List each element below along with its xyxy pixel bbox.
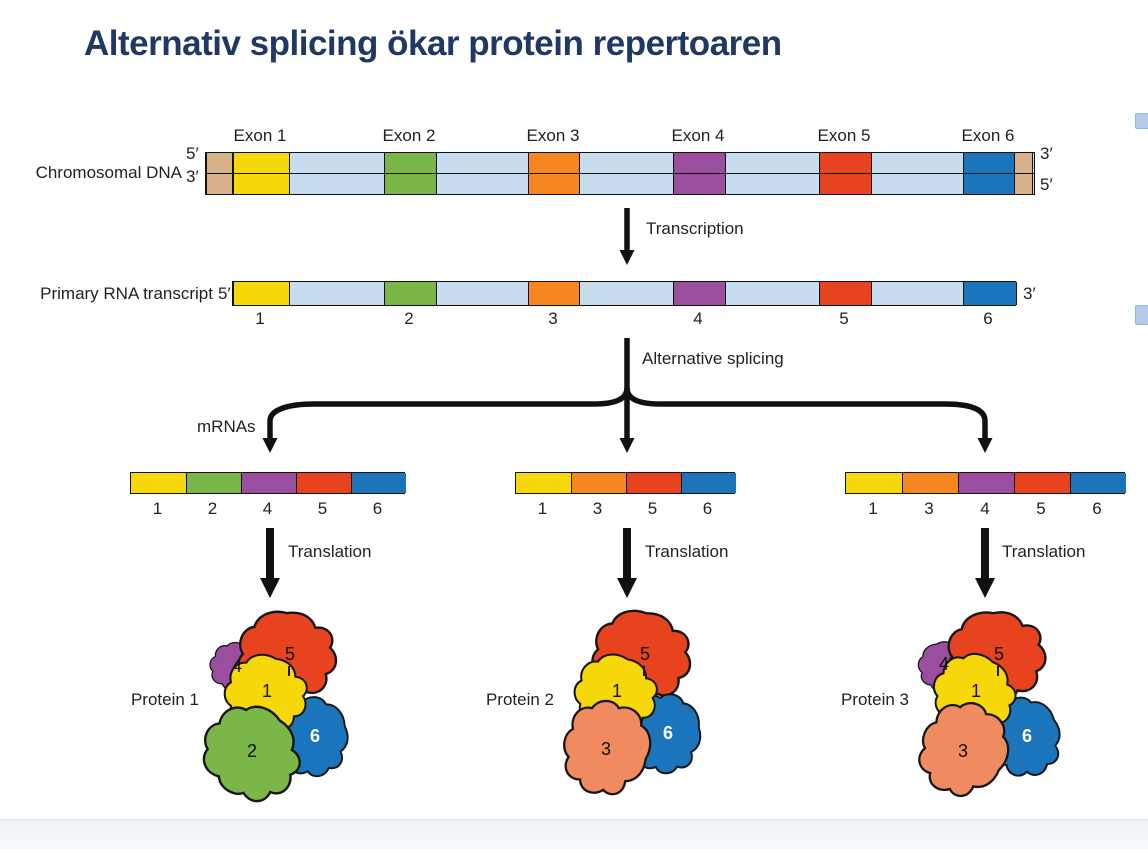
mrna-1-exon-5 <box>296 473 351 493</box>
exon-label-6: Exon 6 <box>961 126 1015 145</box>
rna-exon-2 <box>384 282 437 305</box>
mrna-2-exon-3 <box>571 473 626 493</box>
mrna-2-exon-5 <box>626 473 681 493</box>
chromosomal-dna-bar <box>205 152 1035 195</box>
mrna-2-exon-number-1: 1 <box>537 499 548 518</box>
rna-3prime-right: 3′ <box>1023 284 1036 303</box>
exon-label-4: Exon 4 <box>671 126 725 145</box>
exon-label-2: Exon 2 <box>382 126 436 145</box>
rna-exon-number-6: 6 <box>983 309 993 328</box>
bottom-strip <box>0 819 1148 849</box>
mrna-3-exon-number-4: 4 <box>980 499 990 518</box>
protein-1-subunit-1-number: 1 <box>262 681 272 701</box>
rna-exon-5 <box>819 282 872 305</box>
mrna-1-exon-1 <box>131 473 186 493</box>
protein-2-subunit-5-number: 5 <box>640 644 650 664</box>
rna-exon-number-1: 1 <box>255 309 265 328</box>
alternative-splicing-label: Alternative splicing <box>642 349 784 368</box>
mrna-1-exon-number-5: 5 <box>317 499 328 518</box>
translation-label-2: Translation <box>645 542 729 561</box>
mrna-1-exon-number-2: 2 <box>207 499 218 518</box>
protein-3-subunit-3-number: 3 <box>958 741 968 761</box>
rna-exon-6 <box>963 282 1017 305</box>
mrna-1-exon-number-4: 4 <box>262 499 273 518</box>
slide-title: Alternativ splicing ökar protein reperto… <box>84 24 782 63</box>
scroll-marker-bottom[interactable] <box>1135 305 1148 325</box>
protein-1-subunit-4-number: 4 <box>232 656 242 676</box>
mrna-1-exon-number-6: 6 <box>372 499 383 518</box>
mrna-3-exon-number-1: 1 <box>868 499 878 518</box>
rna-exon-number-3: 3 <box>548 309 558 328</box>
rna-exon-4 <box>673 282 726 305</box>
translation-arrow-1 <box>260 528 280 598</box>
protein-2-subunit-3-number: 3 <box>601 739 611 759</box>
dna-3prime-left: 3′ <box>186 167 199 186</box>
protein-2-graphic: 5 1 3 6 <box>552 605 708 806</box>
mrna-2-exon-6 <box>681 473 736 493</box>
translation-label-3: Translation <box>1002 542 1086 561</box>
chromosomal-dna-label: Chromosomal DNA <box>35 163 182 182</box>
mrna-2-exon-number-6: 6 <box>702 499 713 518</box>
dna-strand-divider <box>206 172 1034 175</box>
rna-exon-number-4: 4 <box>693 309 703 328</box>
rna-exon-number-2: 2 <box>404 309 414 328</box>
dna-3prime-right: 3′ <box>1040 144 1053 163</box>
mrna-1-exon-4 <box>241 473 296 493</box>
mrna-3-exon-3 <box>902 473 958 493</box>
exon-label-5: Exon 5 <box>817 126 871 145</box>
mrna-3-exon-1 <box>846 473 902 493</box>
mrna-2-exon-1 <box>516 473 571 493</box>
mrna-3-exon-4 <box>958 473 1014 493</box>
rna-exon-3 <box>528 282 580 305</box>
rna-exon-number-5: 5 <box>839 309 849 328</box>
protein-2-label: Protein 2 <box>485 690 554 709</box>
protein-3-subunit-1-number: 1 <box>971 681 981 701</box>
mrna-2-exon-number-5: 5 <box>647 499 658 518</box>
mrna-3-bar <box>845 472 1126 494</box>
dna-5prime-right: 5′ <box>1040 175 1053 194</box>
protein-2-subunit-1-number: 1 <box>612 681 622 701</box>
exon-label-3: Exon 3 <box>526 126 580 145</box>
translation-arrow-2 <box>617 528 637 598</box>
protein-1-subunit-2-number: 2 <box>247 741 257 761</box>
mrna-1-exon-6 <box>351 473 406 493</box>
mrnas-label: mRNAs <box>197 417 256 436</box>
protein-1-subunit-6-number: 6 <box>310 726 320 746</box>
transcription-arrow <box>619 208 635 265</box>
dna-5prime-left: 5′ <box>186 144 199 163</box>
mrna-3-exon-number-3: 3 <box>924 499 934 518</box>
protein-3-subunit-4-number: 4 <box>939 654 949 674</box>
mrna-3-exon-number-6: 6 <box>1092 499 1102 518</box>
protein-1-subunit-5-number: 5 <box>285 644 295 664</box>
primary-rna-transcript-label: Primary RNA transcript <box>40 284 213 303</box>
mrna-3-exon-5 <box>1014 473 1070 493</box>
scroll-marker-top[interactable] <box>1135 113 1148 129</box>
mrna-2-bar <box>515 472 736 494</box>
mrna-1-bar <box>130 472 406 494</box>
mrna-1-exon-number-1: 1 <box>152 499 163 518</box>
protein-3-graphic: 4 5 1 3 6 <box>902 607 1076 813</box>
protein-3-label: Protein 3 <box>840 690 909 709</box>
rna-exon-1 <box>233 282 290 305</box>
protein-1-label: Protein 1 <box>130 690 199 709</box>
mrna-1-exon-2 <box>186 473 241 493</box>
rna-5prime-left: 5′ <box>218 284 231 303</box>
transcription-label: Transcription <box>646 219 744 238</box>
exon-label-1: Exon 1 <box>233 126 287 145</box>
alternative-splicing-branch-arrows <box>262 338 993 453</box>
translation-label-1: Translation <box>288 542 372 561</box>
primary-rna-transcript-bar <box>232 281 1017 306</box>
translation-arrow-3 <box>975 528 995 598</box>
mrna-2-exon-number-3: 3 <box>592 499 603 518</box>
protein-3-subunit-5-number: 5 <box>994 644 1004 664</box>
protein-2-subunit-6-number: 6 <box>663 723 673 743</box>
protein-1-graphic: 4 5 1 2 6 <box>185 610 359 820</box>
protein-3-subunit-6-number: 6 <box>1022 726 1032 746</box>
mrna-3-exon-6 <box>1070 473 1126 493</box>
mrna-3-exon-number-5: 5 <box>1036 499 1046 518</box>
